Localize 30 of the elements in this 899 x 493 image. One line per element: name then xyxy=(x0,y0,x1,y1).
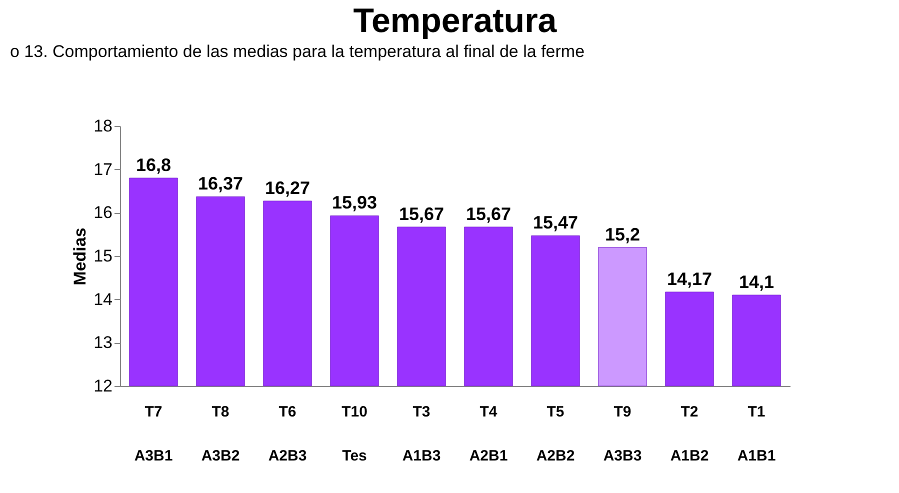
data-label: 14,17 xyxy=(666,268,712,289)
y-tick-label: 18 xyxy=(94,116,112,136)
category-label: T3 A1B3 xyxy=(402,404,441,464)
category-label: T5 A2B2 xyxy=(536,404,575,464)
category-label: T6 A2B3 xyxy=(268,404,307,464)
y-tick-label: 17 xyxy=(94,160,112,179)
data-label: 15,67 xyxy=(466,204,512,224)
data-label: 15,2 xyxy=(604,224,640,244)
data-label: 15,47 xyxy=(532,212,578,233)
data-label: 16,37 xyxy=(198,174,244,194)
y-tick-label: 15 xyxy=(94,246,112,266)
y-tick-label: 14 xyxy=(94,290,112,309)
category-label: T4 A2B1 xyxy=(469,404,508,464)
data-label: 14,1 xyxy=(738,272,774,292)
data-label: 15,67 xyxy=(398,204,444,224)
category-label: T9 A3B3 xyxy=(603,404,642,464)
category-label: T2 A1B2 xyxy=(670,404,709,464)
y-tick-label: 12 xyxy=(94,376,112,396)
category-label: T1 A1B1 xyxy=(737,404,776,464)
y-axis-title: Medias xyxy=(70,228,90,286)
y-tick-label: 16 xyxy=(94,203,112,222)
data-label: 16,8 xyxy=(136,155,172,175)
category-label: T10 Tes xyxy=(342,404,368,464)
y-tick-label: 13 xyxy=(94,333,112,352)
text: o 13. Comportamiento de las medias para la temperatura al final de la ferme xyxy=(10,42,585,61)
chart-title: Temperatura xyxy=(353,2,558,40)
category-label: T7 A3B1 xyxy=(134,404,173,464)
data-label: 16,27 xyxy=(264,178,310,198)
category-label: T8 A3B2 xyxy=(201,404,240,464)
data-label: 15,93 xyxy=(332,192,378,213)
